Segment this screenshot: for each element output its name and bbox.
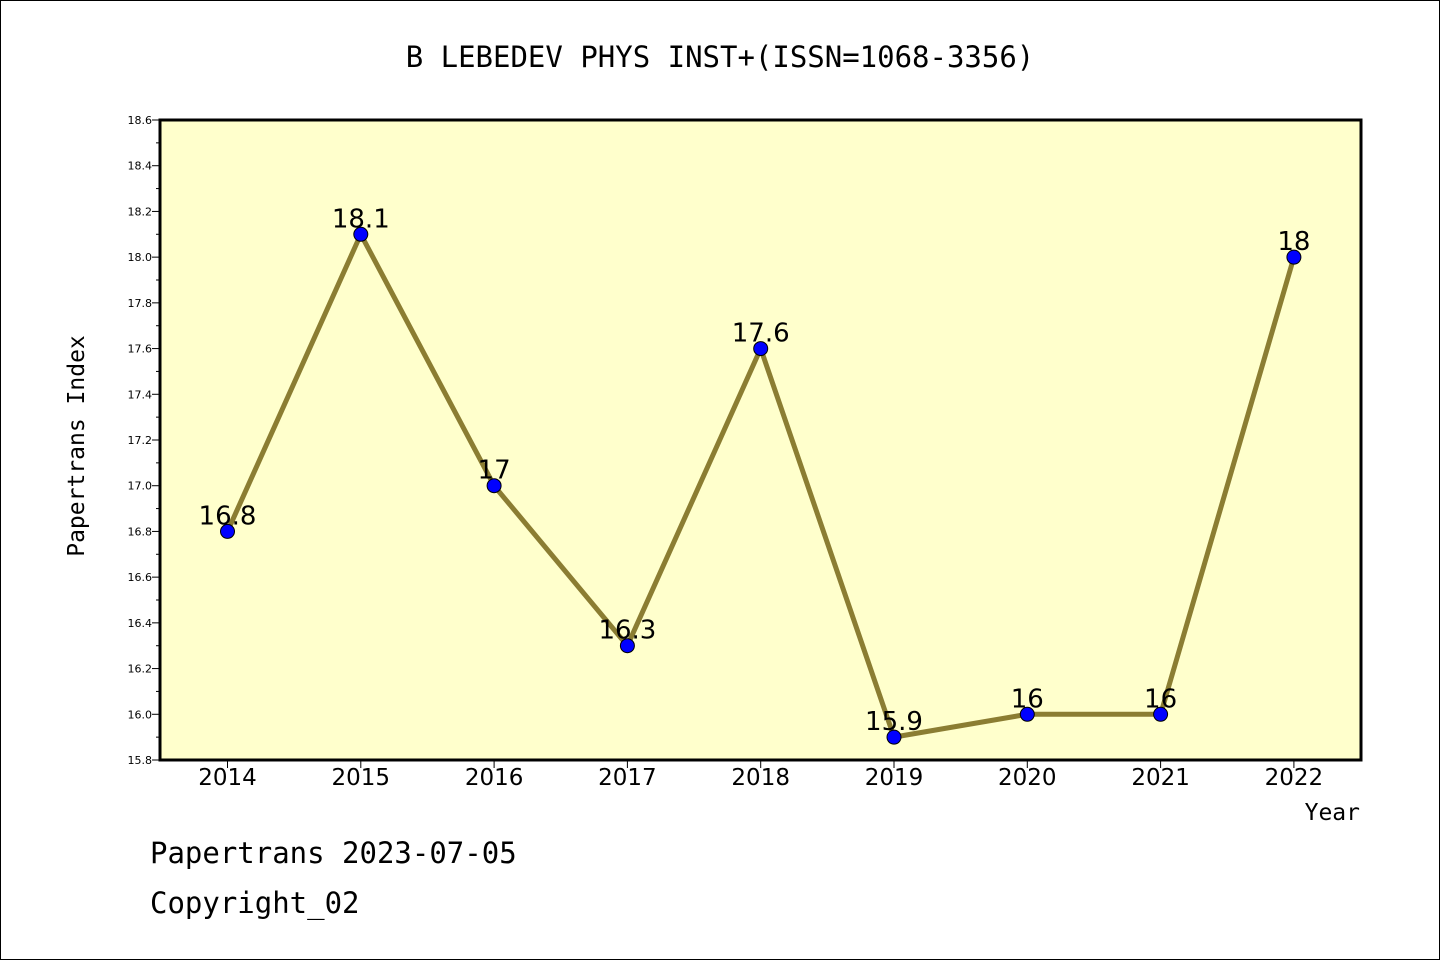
footer-date: Papertrans 2023-07-05: [150, 836, 517, 870]
data-label: 18.1: [332, 204, 390, 234]
data-label: 16.3: [598, 616, 656, 646]
y-tick-label: 17.0: [128, 480, 153, 493]
y-tick-label: 16.0: [128, 708, 153, 721]
data-point: [1286, 249, 1302, 265]
x-tick-label: 2021: [1131, 765, 1190, 791]
x-tick-label: 2014: [198, 765, 257, 791]
data-point: [220, 523, 235, 539]
y-tick-label: 17.6: [128, 343, 153, 356]
y-tick-label: 16.4: [128, 617, 153, 630]
footer-copyright: Copyright_02: [150, 886, 360, 920]
y-tick-label: 17.8: [128, 297, 153, 310]
data-label: 15.9: [865, 707, 923, 737]
data-point: [886, 729, 902, 745]
x-tick-label: 2019: [865, 765, 924, 791]
series-layer: 16.8 18.1 17 16.3 17.6 15.9 16 16 18: [199, 204, 1310, 745]
x-tick-label: 2020: [998, 765, 1057, 791]
x-tick-label: 2016: [465, 765, 524, 791]
data-label: 16: [1144, 684, 1177, 714]
y-tick-label: 17.4: [128, 388, 153, 401]
y-tick-label: 17.2: [128, 434, 153, 447]
y-axis-label: Papertrans Index: [64, 335, 90, 557]
y-tick-label: 18.6: [128, 114, 153, 127]
x-tick-label: 2018: [731, 765, 790, 791]
y-tick-label: 18.2: [128, 205, 153, 218]
x-axis: 2014 2015 2016 2017 2018 2019 2020 2021 2022: [198, 760, 1323, 791]
data-label: 16: [1011, 684, 1044, 714]
x-tick-label: 2022: [1265, 765, 1324, 791]
chart-title: B LEBEDEV PHYS INST+(ISSN=1068-3356): [406, 40, 1035, 74]
plot-area: [158, 118, 1363, 762]
y-tick-label: 16.2: [128, 663, 153, 676]
data-label: 16.8: [199, 501, 257, 531]
data-label: 17: [478, 456, 511, 486]
data-label: 18: [1277, 227, 1310, 257]
data-point: [1019, 706, 1035, 722]
y-tick-label: 16.6: [128, 571, 153, 584]
y-axis: 15.8 16.0 16.2 16.4 16.6 16.8 17.0 17.2 17.4 17.6…: [128, 114, 160, 767]
data-label: 17.6: [732, 319, 790, 349]
data-point: [753, 341, 769, 357]
y-tick-label: 18.0: [128, 251, 153, 264]
data-point: [486, 478, 502, 494]
y-tick-label: 15.8: [128, 754, 153, 767]
x-tick-label: 2015: [332, 765, 391, 791]
data-point: [1153, 706, 1169, 722]
y-tick-label: 18.4: [128, 160, 153, 173]
data-point: [353, 226, 369, 242]
x-tick-label: 2017: [598, 765, 657, 791]
data-point: [619, 638, 635, 654]
y-tick-label: 16.8: [128, 525, 153, 538]
x-axis-label: Year: [1305, 800, 1360, 826]
